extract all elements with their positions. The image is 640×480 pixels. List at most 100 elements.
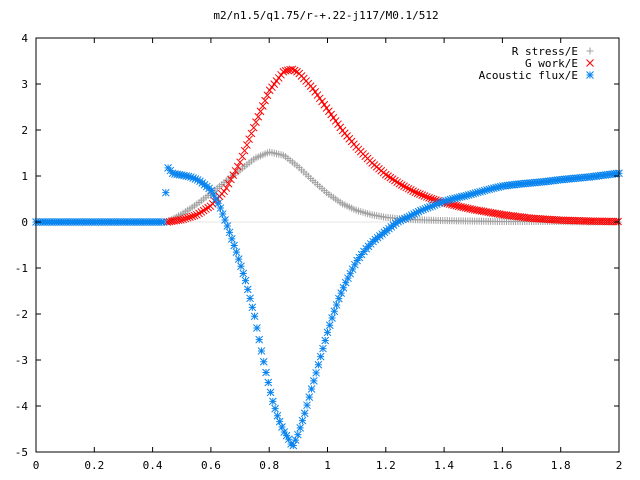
data-point	[444, 196, 453, 205]
series-2	[163, 65, 622, 226]
data-point	[280, 428, 289, 436]
y-tick-label: -2	[15, 308, 28, 321]
x-tick-label: 1.6	[492, 459, 512, 472]
data-point	[466, 205, 474, 213]
data-point	[197, 208, 206, 216]
data-point	[453, 193, 462, 202]
legend-marker	[586, 47, 594, 55]
data-point	[485, 185, 494, 194]
data-point	[417, 206, 425, 215]
data-point	[250, 312, 259, 321]
x-tick-label: 2	[616, 459, 623, 472]
data-point	[348, 265, 357, 274]
data-point	[220, 187, 228, 196]
data-point	[225, 228, 234, 237]
data-point	[218, 210, 227, 218]
data-point	[395, 179, 404, 188]
data-point	[462, 191, 471, 200]
data-point	[256, 107, 265, 116]
data-point	[221, 216, 229, 224]
data-point	[328, 314, 336, 322]
x-tick-label: 0.6	[201, 459, 221, 472]
data-point	[193, 176, 202, 184]
data-point	[189, 174, 197, 182]
data-point	[489, 184, 498, 193]
data-point	[243, 285, 252, 294]
data-point	[275, 417, 284, 426]
data-point	[410, 210, 418, 218]
data-point	[478, 187, 487, 196]
data-point	[209, 190, 218, 199]
data-point	[176, 215, 185, 224]
data-point	[414, 207, 423, 216]
x-tick-label: 1	[324, 459, 331, 472]
data-point	[319, 344, 327, 353]
x-tick-label: 0.4	[143, 459, 163, 472]
data-point	[322, 104, 331, 112]
data-point	[241, 276, 250, 285]
data-point	[298, 416, 307, 425]
data-point	[168, 169, 177, 178]
data-point	[419, 205, 428, 214]
data-point	[321, 336, 330, 345]
data-point	[214, 199, 223, 208]
data-point	[238, 152, 247, 161]
data-point	[284, 435, 293, 444]
data-point	[355, 253, 364, 262]
data-point	[307, 385, 316, 393]
data-point	[327, 110, 335, 119]
data-point	[393, 178, 402, 187]
data-point	[398, 215, 407, 224]
data-point	[227, 175, 235, 184]
data-point	[386, 173, 395, 182]
data-point	[268, 397, 277, 406]
y-tick-label: -1	[15, 262, 28, 275]
data-point	[468, 205, 477, 214]
y-tick-label: 1	[21, 170, 28, 183]
data-point	[325, 107, 333, 116]
data-point	[288, 65, 297, 74]
data-point	[454, 202, 463, 211]
data-point	[416, 190, 424, 199]
data-point	[224, 179, 233, 188]
x-tick-label: 0.8	[259, 459, 279, 472]
data-point	[406, 186, 415, 194]
data-point	[494, 183, 503, 191]
data-point	[259, 357, 268, 366]
data-point	[467, 190, 475, 199]
data-point	[455, 193, 464, 202]
data-point	[330, 307, 339, 316]
data-point	[234, 255, 243, 263]
data-point	[422, 193, 431, 201]
data-point	[480, 186, 489, 195]
data-point	[258, 102, 267, 110]
legend-marker	[586, 71, 594, 79]
y-tick-label: -3	[15, 354, 28, 367]
data-point	[487, 184, 496, 193]
data-point	[471, 189, 480, 197]
data-point	[186, 213, 194, 221]
x-tick-label: 1.8	[551, 459, 571, 472]
data-point	[439, 197, 448, 206]
tick-layer: 0 0.2 0.4 0.6 0.8 1 1.2 1.4 1.6 1.8 2 4 3 2 1 0 -1 -2 -3 -4…	[15, 32, 623, 472]
data-point	[396, 216, 405, 225]
data-point	[232, 248, 241, 256]
data-point	[245, 135, 254, 144]
data-point	[432, 200, 441, 209]
data-point	[446, 195, 455, 204]
data-point	[187, 173, 195, 181]
data-point	[452, 201, 461, 210]
data-point	[413, 189, 422, 198]
data-point	[309, 84, 317, 93]
data-point	[428, 202, 437, 210]
data-point	[236, 158, 244, 167]
data-point	[159, 218, 168, 226]
data-point	[426, 203, 434, 211]
data-point	[311, 87, 320, 96]
data-point	[381, 170, 390, 179]
data-point	[400, 182, 408, 191]
data-point	[425, 194, 433, 202]
legend-label: Acoustic flux/E	[479, 69, 578, 82]
data-point	[246, 294, 254, 303]
